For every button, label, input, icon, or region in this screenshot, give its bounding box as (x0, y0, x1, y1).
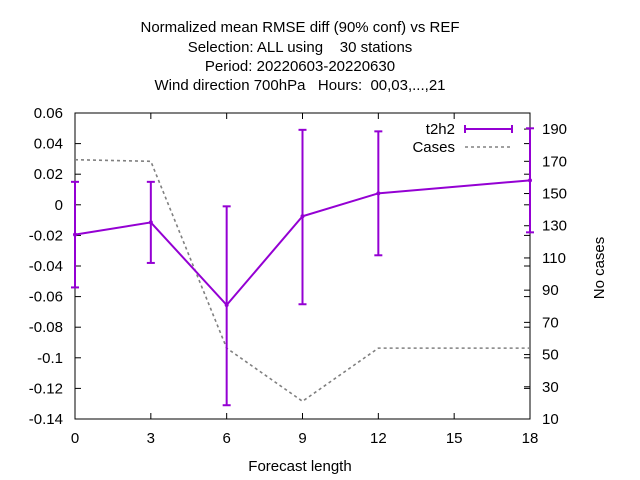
y-tick-label: -0.04 (29, 258, 63, 275)
data-point-t2h2 (528, 178, 532, 183)
x-tick-label: 3 (147, 430, 155, 447)
y2-tick-label: 110 (542, 250, 566, 267)
chart-title: Normalized mean RMSE diff (90% conf) vs … (141, 19, 460, 94)
y-axis: 0.06 0.04 0.02 0 -0.02 -0.04 -0.06 -0.08 -0.1 -0.… (29, 105, 530, 428)
legend-label-cases: Cases (412, 139, 455, 156)
x-axis: 0 3 6 9 12 15 18 (71, 113, 539, 447)
series-line-t2h2 (74, 179, 531, 307)
y-tick-label: -0.02 (29, 227, 63, 244)
data-point-t2h2 (376, 191, 381, 196)
y2-axis: 190 170 150 130 110 90 70 50 30 10 (524, 121, 567, 428)
y2-tick-label: 90 (542, 282, 559, 299)
y-tick-label: 0 (55, 197, 63, 214)
x-tick-label: 18 (522, 430, 539, 447)
data-point-t2h2 (73, 232, 77, 237)
x-tick-label: 12 (370, 430, 387, 447)
title-line: Normalized mean RMSE diff (90% conf) vs … (141, 19, 460, 36)
y-tick-label: -0.12 (29, 380, 63, 397)
x-tick-label: 0 (71, 430, 79, 447)
y2-tick-label: 130 (542, 218, 567, 235)
y2-axis-label: No cases (591, 237, 608, 300)
y-tick-label: 0.06 (34, 105, 63, 122)
title-line: Wind direction 700hPa Hours: 00,03,...,2… (155, 77, 446, 94)
data-point-t2h2 (300, 214, 305, 219)
y2-tick-label: 190 (542, 121, 567, 138)
y-tick-label: -0.14 (29, 411, 63, 428)
data-point-t2h2 (224, 303, 229, 308)
data-point-t2h2 (148, 220, 153, 225)
x-tick-label: 9 (298, 430, 306, 447)
y2-tick-label: 10 (542, 411, 559, 428)
y-tick-label: 0.04 (34, 136, 63, 153)
series-line-cases (74, 158, 530, 403)
x-tick-label: 6 (222, 430, 230, 447)
y-tick-label: 0.02 (34, 166, 63, 183)
y-tick-label: -0.08 (29, 319, 63, 336)
title-line: Period: 20220603-20220630 (205, 58, 395, 75)
title-line: Selection: ALL using 30 stations (188, 39, 413, 56)
series-layer (71, 127, 534, 407)
y-tick-label: -0.06 (29, 289, 63, 306)
legend-label-t2h2: t2h2 (426, 121, 455, 138)
y2-tick-label: 50 (542, 347, 559, 364)
y2-tick-label: 30 (542, 379, 559, 396)
x-axis-label: Forecast length (248, 458, 351, 475)
y2-tick-label: 150 (542, 186, 567, 203)
y2-tick-label: 170 (542, 153, 567, 170)
y-tick-label: -0.1 (37, 350, 63, 367)
y2-tick-label: 70 (542, 314, 559, 331)
x-tick-label: 15 (446, 430, 463, 447)
